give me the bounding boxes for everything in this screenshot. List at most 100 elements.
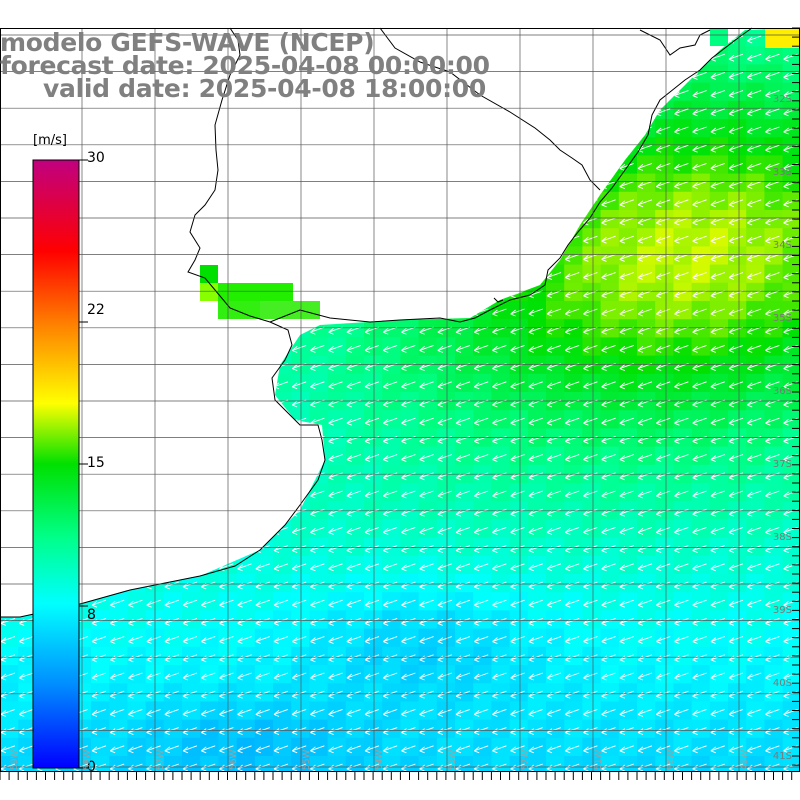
field-cell: [400, 337, 420, 357]
wind-arrow: [765, 71, 780, 80]
wind-arrow: [746, 290, 762, 299]
wind-arrow: [746, 126, 762, 135]
field-cell: [618, 683, 638, 702]
field-cell: [309, 592, 329, 611]
field-cell: [327, 701, 347, 721]
wind-arrow: [382, 435, 398, 444]
field-cell: [655, 119, 674, 138]
wind-arrow: [692, 745, 707, 754]
field-cell: [382, 665, 401, 684]
wind-arrow: [564, 253, 580, 262]
wind-arrow: [18, 636, 34, 645]
wind-arrow: [674, 745, 689, 754]
field-cell: [509, 646, 529, 666]
field-cell: [327, 683, 347, 702]
wind-arrow: [273, 636, 289, 645]
field-cell: [673, 683, 693, 702]
lat-label: 40S: [772, 678, 792, 689]
wind-arrow: [401, 417, 416, 426]
field-cell: [691, 282, 711, 302]
field-cell: [564, 519, 583, 539]
field-cell: [728, 264, 747, 284]
wind-arrow: [437, 417, 452, 426]
field-cell: [418, 392, 438, 411]
wind-arrow: [674, 636, 689, 645]
wind-arrow: [746, 636, 762, 645]
wind-arrow: [510, 526, 525, 535]
wind-arrow: [655, 308, 671, 317]
field-cell: [691, 246, 711, 266]
field-cell: [764, 119, 784, 138]
wind-arrow: [419, 745, 434, 754]
field-cell: [127, 628, 147, 648]
wind-arrow: [401, 745, 416, 754]
wind-arrow: [200, 636, 216, 645]
field-cell: [400, 319, 420, 338]
field-cell: [728, 628, 747, 648]
wind-arrow: [710, 108, 725, 117]
field-cell: [618, 337, 638, 357]
field-cell: [509, 410, 529, 429]
field-cell: [582, 719, 602, 739]
field-cell: [746, 282, 765, 302]
wind-arrow: [182, 599, 198, 608]
field-cell: [582, 392, 602, 411]
field-cell: [527, 610, 547, 630]
lon-label: 54W: [375, 749, 385, 770]
wind-arrow: [328, 563, 343, 572]
wind-arrow: [109, 708, 125, 717]
field-cell: [109, 737, 128, 757]
field-cell: [691, 537, 711, 557]
field-cell: [382, 555, 401, 575]
wind-arrow: [637, 708, 653, 717]
field-cell: [91, 628, 110, 648]
field-cell: [254, 683, 274, 702]
wind-arrow: [328, 672, 343, 681]
wind-arrow: [200, 745, 216, 754]
field-cell: [709, 100, 729, 120]
field-cell: [709, 555, 729, 575]
field-cell: [455, 610, 474, 630]
field-cell: [473, 392, 492, 411]
wind-arrow: [583, 708, 598, 717]
wind-arrow: [419, 454, 434, 463]
wind-arrow: [510, 599, 525, 608]
field-cell: [436, 665, 456, 684]
wind-arrow: [710, 526, 725, 535]
field-cell: [418, 410, 438, 429]
field-cell: [673, 246, 693, 266]
wind-arrow: [128, 745, 143, 754]
field-cell: [746, 519, 765, 539]
field-cell: [327, 537, 347, 557]
field-cell: [491, 610, 511, 630]
wind-arrow: [619, 490, 634, 499]
wind-arrow: [91, 672, 107, 681]
field-cell: [527, 483, 547, 502]
field-cell: [728, 610, 747, 630]
field-cell: [618, 373, 638, 393]
field-cell: [637, 610, 656, 630]
field-cell: [618, 282, 638, 302]
field-cell: [546, 392, 565, 411]
wind-arrow: [765, 435, 780, 444]
wind-arrow: [583, 272, 598, 281]
field-cell: [327, 610, 347, 630]
field-cell: [655, 282, 674, 302]
wind-arrow: [765, 417, 780, 426]
lon-label: 50W: [667, 749, 677, 770]
field-cell: [764, 337, 784, 357]
field-cell: [618, 537, 638, 557]
field-cell: [309, 683, 329, 702]
wind-arrow: [583, 235, 598, 244]
field-cell: [709, 137, 729, 156]
wind-arrow: [583, 344, 598, 353]
field-cell: [491, 373, 511, 393]
wind-arrow: [674, 217, 689, 226]
lat-label: 32S: [772, 94, 792, 105]
field-cell: [436, 410, 456, 429]
wind-arrow: [419, 381, 434, 390]
field-cell: [345, 574, 365, 593]
wind-arrow: [419, 435, 434, 444]
field-cell: [655, 319, 674, 338]
field-cell: [509, 610, 529, 630]
